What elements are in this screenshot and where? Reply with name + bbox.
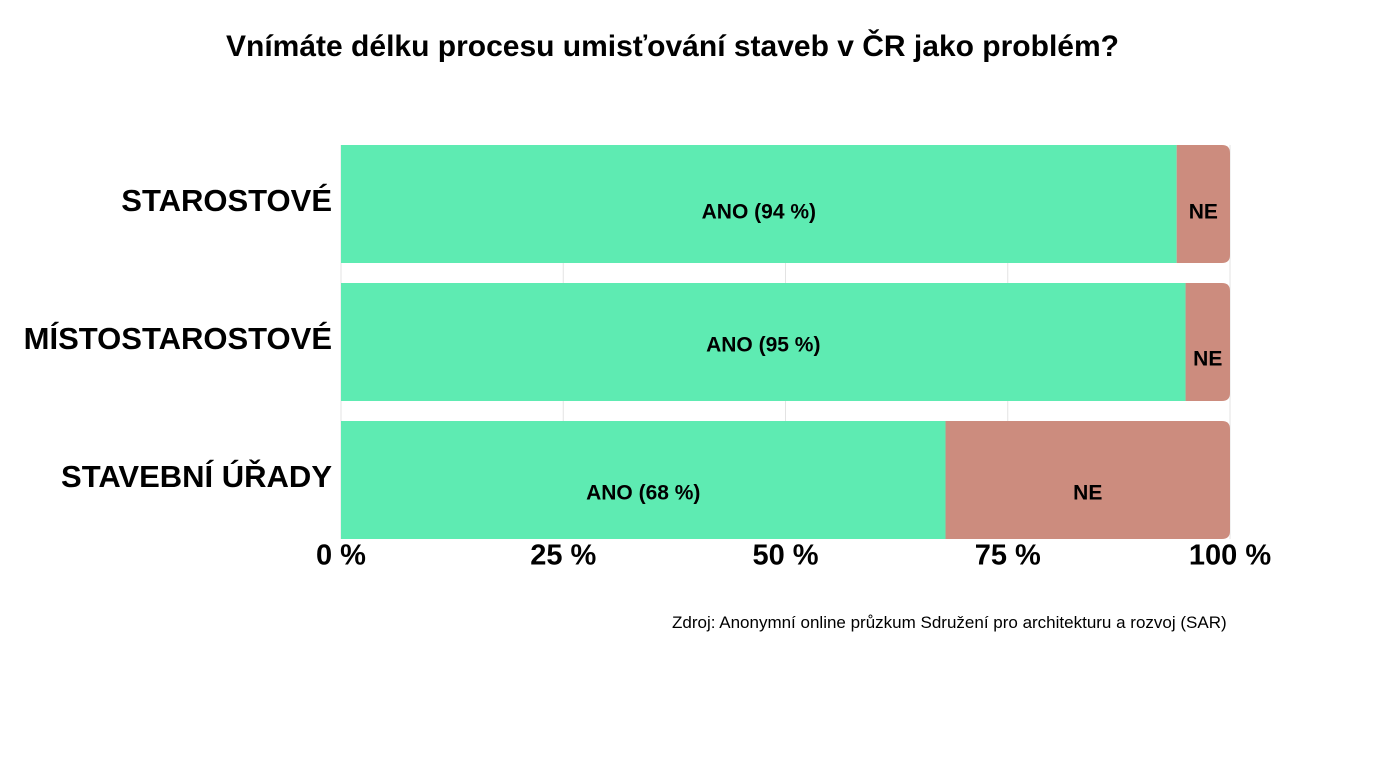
- bar-segment-ne: [945, 421, 1230, 539]
- category-label: STAVEBNÍ ÚŘADY: [61, 458, 332, 494]
- source-note: Zdroj: Anonymní online průzkum Sdružení …: [672, 613, 1227, 632]
- x-axis-ticks: 0 % 25 % 50 % 75 % 100 %: [316, 540, 1271, 572]
- bar-segment-ne: [1176, 145, 1230, 263]
- data-label: NE: [1193, 348, 1222, 371]
- x-tick-label: 50 %: [752, 540, 818, 572]
- data-label: ANO (68 %): [586, 482, 700, 505]
- data-label: NE: [1073, 482, 1102, 505]
- chart-title: Vnímáte délku procesu umisťování staveb …: [226, 30, 1119, 63]
- data-label: ANO (94 %): [702, 201, 816, 224]
- bars: [341, 145, 1230, 539]
- x-tick-label: 75 %: [975, 540, 1041, 572]
- x-tick-label: 100 %: [1189, 540, 1271, 572]
- x-tick-label: 0 %: [316, 540, 366, 572]
- category-label: STAROSTOVÉ: [121, 183, 332, 218]
- bar-segment-ne: [1185, 283, 1230, 401]
- bar-segment-ano: [341, 421, 946, 539]
- data-label: ANO (95 %): [706, 334, 820, 357]
- bar-segment-ano: [341, 145, 1177, 263]
- data-labels: ANO (94 %) NE ANO (95 %) NE ANO (68 %) NE: [586, 201, 1222, 505]
- data-label: NE: [1189, 201, 1218, 224]
- category-label: MÍSTOSTAROSTOVÉ: [24, 321, 332, 356]
- category-labels: STAROSTOVÉ MÍSTOSTAROSTOVÉ STAVEBNÍ ÚŘADY: [24, 183, 333, 494]
- bar-segment-ano: [341, 283, 1186, 401]
- x-tick-label: 25 %: [530, 540, 596, 572]
